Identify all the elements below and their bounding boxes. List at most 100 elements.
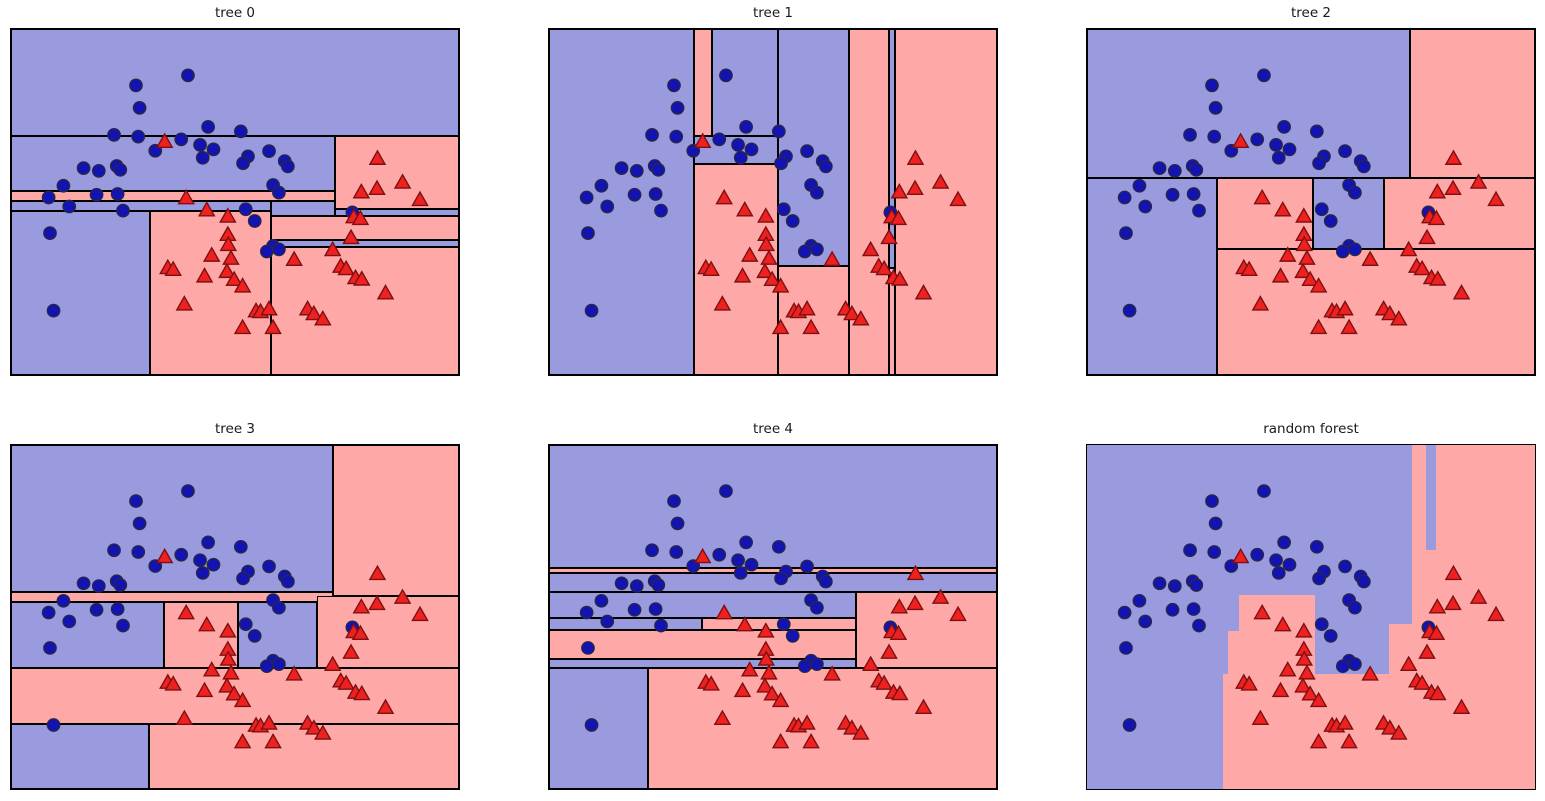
class0-point (627, 602, 642, 617)
class1-point (823, 665, 841, 681)
class0-point (113, 578, 128, 592)
decision-region-blue (549, 618, 702, 630)
class0-point (584, 303, 599, 318)
class1-point (1427, 209, 1446, 226)
class0-point (201, 120, 215, 134)
class0-point (810, 657, 824, 671)
decision-region-blue (711, 29, 778, 137)
decision-region-blue (11, 445, 333, 592)
decision-region-blue (11, 724, 149, 789)
class1-point (352, 183, 371, 199)
class1-point (861, 655, 880, 671)
class1-point (352, 598, 371, 614)
class0-point (89, 187, 104, 202)
class0-point (56, 178, 71, 193)
class1-point (218, 677, 236, 693)
class1-point (175, 295, 194, 311)
decision-region-blue (889, 29, 896, 268)
class1-point (740, 246, 759, 262)
class0-point (206, 557, 221, 572)
class1-point (1271, 681, 1290, 698)
class1-point (798, 299, 816, 316)
panel-tree-3 (10, 444, 460, 790)
class1-point (342, 228, 360, 245)
class0-point (1250, 547, 1265, 562)
class0-point (129, 78, 143, 93)
class0-point (645, 127, 659, 142)
class1-point (1251, 709, 1270, 725)
class1-point (368, 564, 387, 581)
class1-point (264, 732, 282, 749)
class1-point (798, 714, 816, 730)
class0-point (43, 641, 57, 655)
class1-point (225, 685, 243, 701)
class0-point (1314, 617, 1329, 632)
class0-point (1192, 203, 1206, 218)
class0-point (1189, 162, 1204, 177)
class0-point (1323, 214, 1338, 228)
decision-region-red (316, 596, 459, 668)
class0-point (1348, 657, 1362, 671)
class0-point (712, 547, 727, 562)
class0-point (579, 190, 594, 205)
data-points-layer (1117, 484, 1505, 749)
class0-point (116, 203, 130, 218)
class1-point (219, 622, 237, 638)
decision-region-blue (1087, 29, 1411, 179)
class1-point (219, 235, 238, 252)
decision-region-blue (11, 29, 459, 137)
class1-point (1278, 661, 1297, 677)
class0-point (236, 571, 250, 586)
class1-point (198, 616, 216, 632)
class0-point (1122, 303, 1137, 318)
class0-point (818, 574, 833, 589)
class0-point (797, 659, 812, 674)
class1-point (393, 588, 412, 604)
class0-point (272, 242, 286, 257)
class1-point (1336, 714, 1354, 730)
class0-point (1269, 138, 1283, 152)
class0-point (62, 199, 77, 214)
class0-point (800, 559, 814, 574)
class0-point (594, 178, 609, 193)
class1-point (906, 149, 925, 165)
class1-point (763, 270, 781, 287)
class1-point (1361, 250, 1379, 266)
class0-point (280, 159, 295, 174)
class1-point (802, 318, 820, 335)
class0-point (206, 142, 221, 157)
class1-point (771, 691, 790, 708)
class1-point (890, 598, 909, 614)
class0-point (272, 185, 286, 200)
class0-point (1312, 571, 1326, 586)
class1-point (802, 732, 820, 749)
panel-tree-1 (548, 28, 998, 376)
class0-point (132, 516, 147, 531)
decision-region-blue (270, 200, 336, 216)
class0-point (1183, 543, 1197, 558)
class0-point (1165, 187, 1180, 202)
class1-point (702, 675, 720, 691)
class1-point (1390, 310, 1408, 326)
class0-point (262, 559, 276, 574)
class0-point (259, 659, 274, 674)
class1-point (1413, 674, 1431, 690)
class1-point (949, 190, 967, 207)
class1-point (702, 260, 720, 277)
panel-random-forest (1086, 444, 1536, 790)
class0-point (670, 516, 685, 531)
class1-point (1309, 318, 1328, 335)
class0-point (1152, 161, 1167, 175)
class1-point (233, 691, 252, 708)
class1-point (175, 709, 194, 725)
class1-point (368, 179, 386, 196)
class1-point (763, 685, 781, 701)
class1-point (1336, 299, 1354, 316)
class1-point (757, 235, 776, 252)
class1-point (757, 650, 776, 666)
class1-point (351, 209, 370, 226)
class1-point (1295, 650, 1314, 666)
class1-point (314, 310, 332, 326)
class1-point (368, 149, 387, 165)
class0-point (1208, 101, 1223, 115)
